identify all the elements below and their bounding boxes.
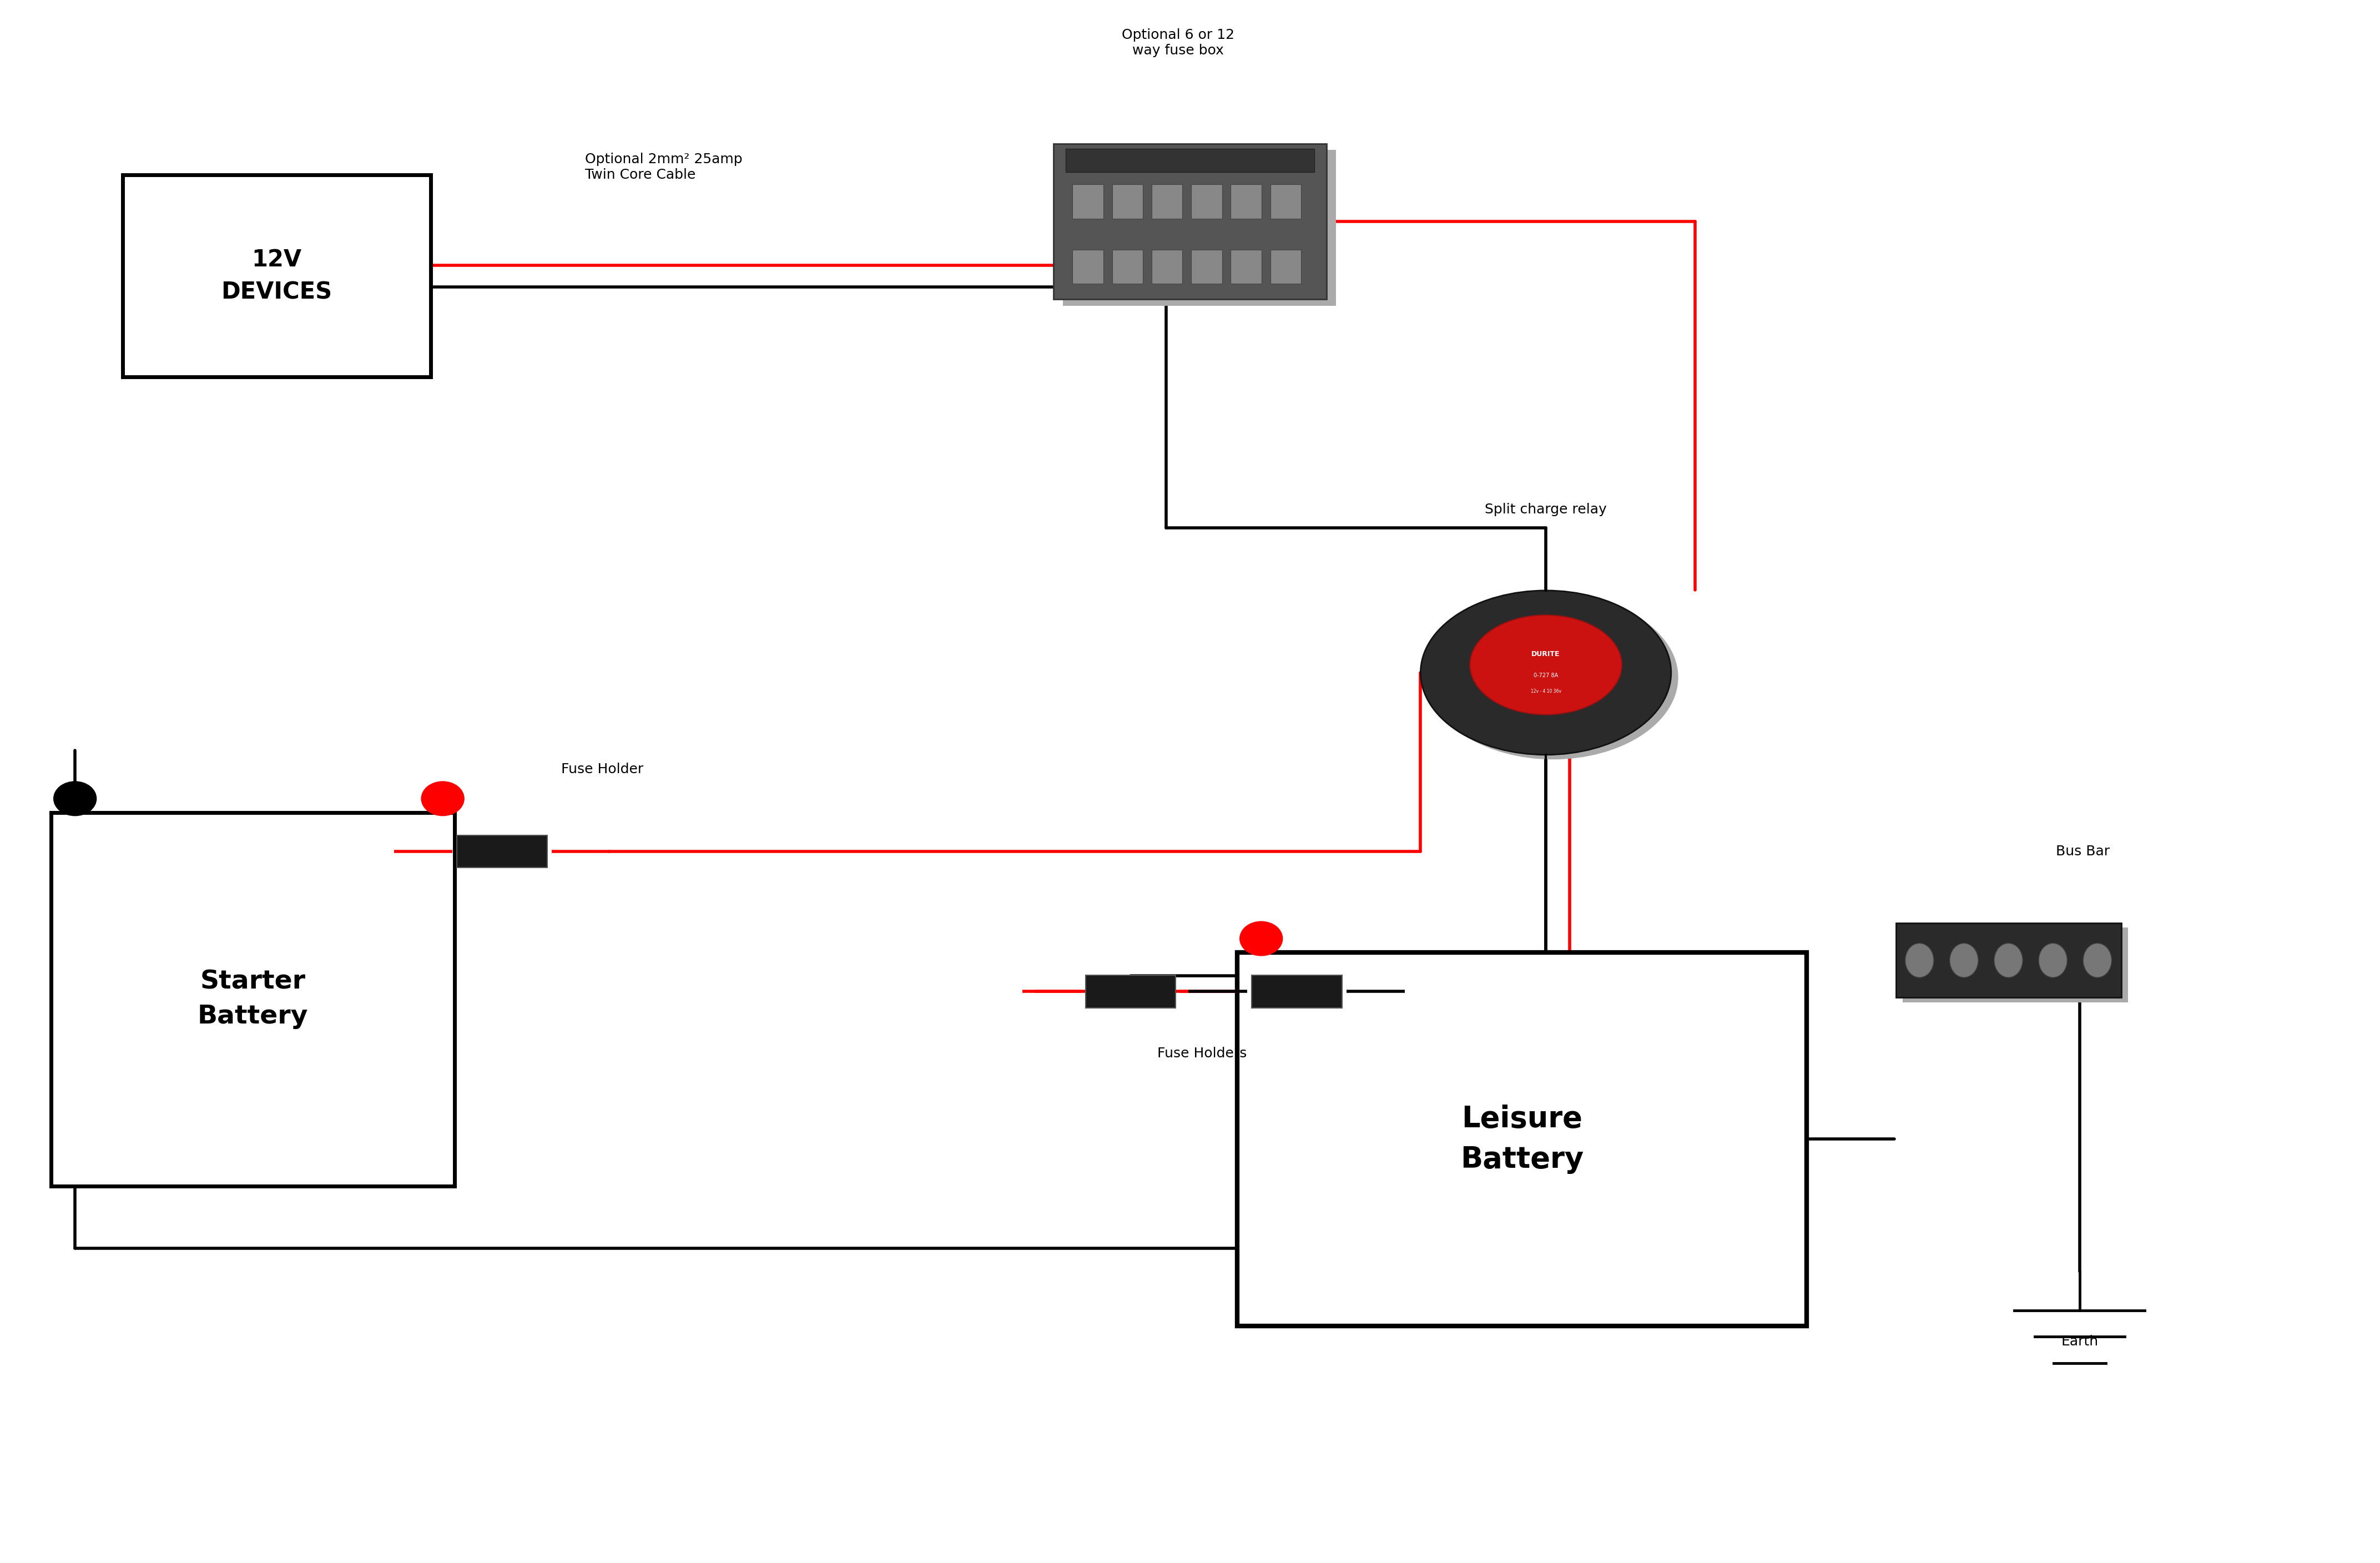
Bar [1230,250,1261,284]
Bar [1230,184,1261,219]
Ellipse shape [421,782,464,816]
Bar [1054,144,1326,300]
Text: Split charge relay: Split charge relay [1485,503,1606,516]
Text: Leisure
Battery: Leisure Battery [1461,1105,1583,1174]
Bar [1190,184,1221,219]
Ellipse shape [1428,596,1678,760]
Bar [1085,975,1176,1008]
Text: 0-727 8A: 0-727 8A [1533,674,1559,678]
Text: DURITE: DURITE [1533,650,1561,658]
Bar [457,835,547,867]
Bar [1271,184,1302,219]
Text: Optional 6 or 12
way fuse box: Optional 6 or 12 way fuse box [1121,28,1235,58]
Bar [1190,250,1221,284]
Bar [1073,250,1104,284]
Ellipse shape [2082,942,2111,977]
Text: Bus Bar: Bus Bar [2056,846,2109,858]
Bar [1066,148,1314,172]
Text: Fuse Holder: Fuse Holder [562,763,643,775]
Bar [1897,924,2121,997]
Ellipse shape [1949,942,1978,977]
Bar [121,175,431,377]
Bar [1152,184,1183,219]
Bar [1073,184,1104,219]
Text: Optional 2mm² 25amp
Twin Core Cable: Optional 2mm² 25amp Twin Core Cable [585,153,743,181]
Bar [1238,952,1806,1325]
Bar [1252,975,1342,1008]
Ellipse shape [1471,616,1621,714]
Ellipse shape [1240,922,1283,955]
Bar [1271,250,1302,284]
Ellipse shape [2040,942,2068,977]
Bar [52,813,455,1186]
Text: Fuse Holders: Fuse Holders [1157,1047,1247,1060]
Text: Starter
Battery: Starter Battery [198,969,309,1028]
Bar [1111,184,1142,219]
Ellipse shape [1906,942,1933,977]
Bar [1152,250,1183,284]
Ellipse shape [1994,942,2023,977]
Bar [1111,250,1142,284]
Ellipse shape [55,782,95,816]
Ellipse shape [1421,591,1671,755]
Text: Earth: Earth [2061,1335,2099,1347]
Bar [1064,150,1335,306]
Text: 12V
DEVICES: 12V DEVICES [221,249,333,303]
Text: 12v - 4 10 36v: 12v - 4 10 36v [1530,689,1561,694]
Bar [1904,928,2128,1002]
